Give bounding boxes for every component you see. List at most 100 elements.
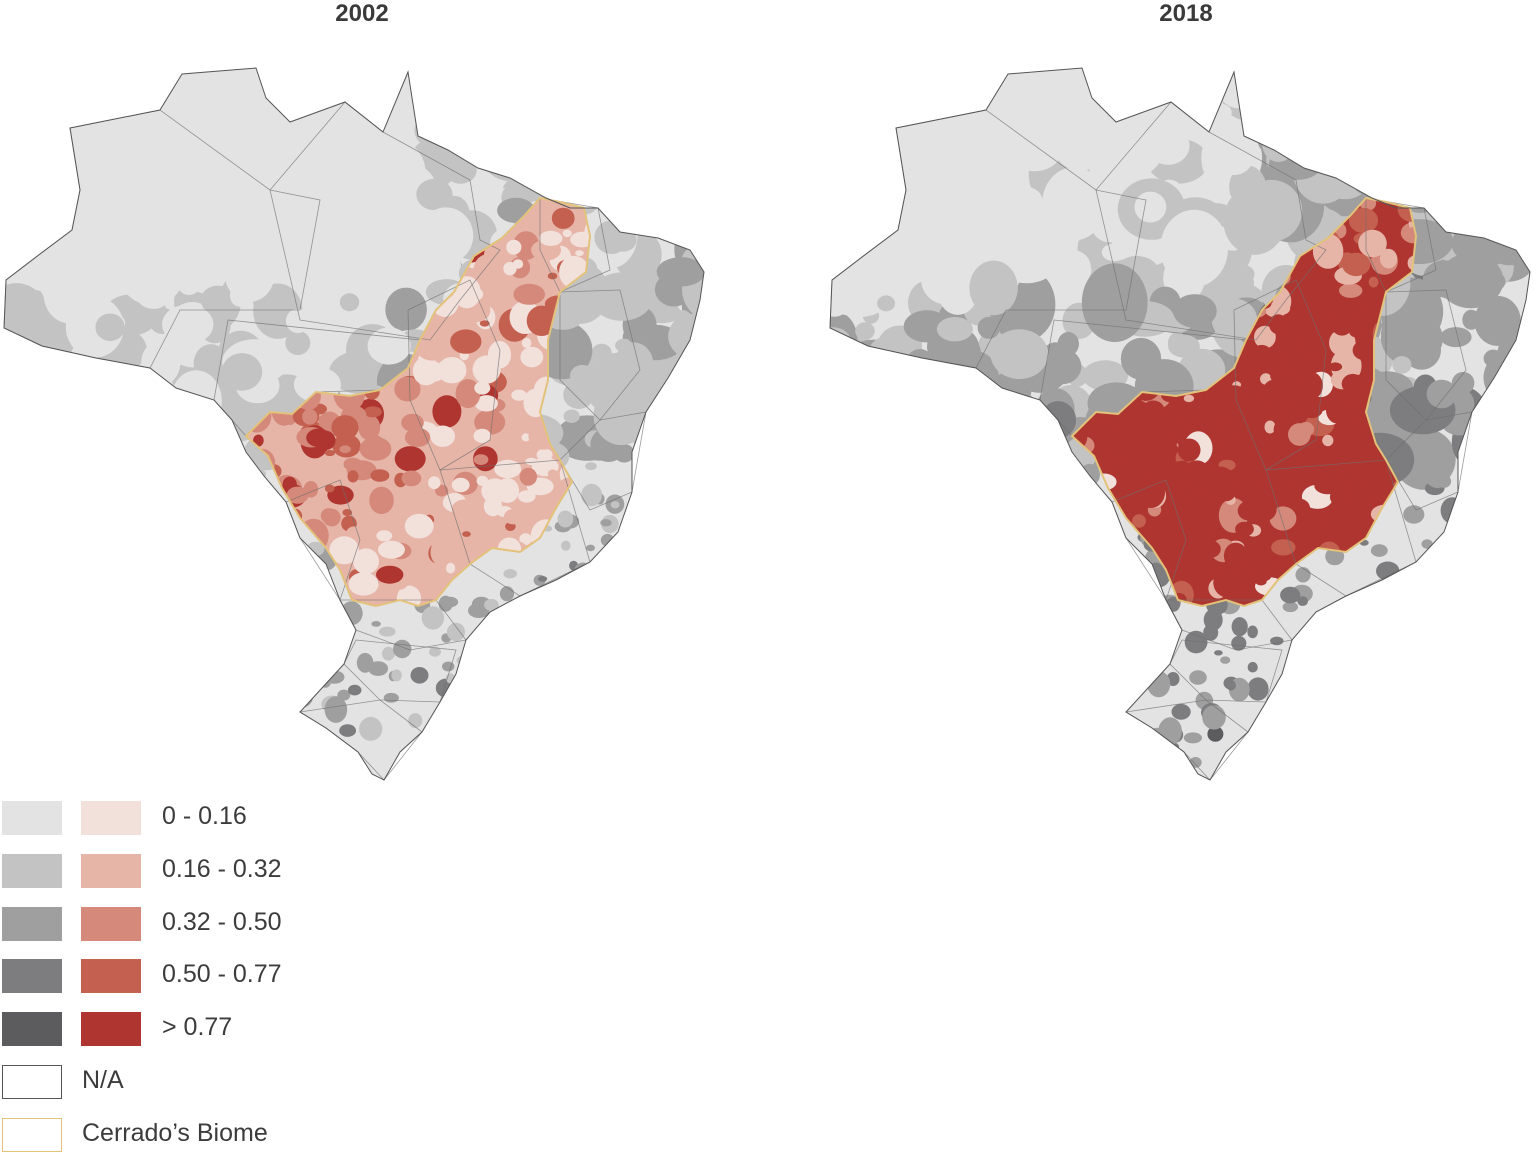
municipality: [579, 636, 594, 652]
municipality: [830, 203, 877, 246]
municipality: [668, 697, 679, 707]
municipality: [1500, 726, 1515, 742]
legend-swatch-grey: [2, 854, 62, 888]
municipality: [1362, 594, 1383, 615]
municipality: [690, 383, 704, 408]
cerrado-municipality: [1352, 340, 1377, 361]
municipality: [1030, 469, 1054, 485]
municipality: [600, 703, 625, 720]
legend-swatch-red: [81, 959, 141, 993]
municipality: [645, 128, 704, 171]
municipality: [906, 349, 933, 374]
municipality: [36, 556, 47, 564]
municipality: [98, 579, 121, 602]
municipality: [330, 189, 348, 204]
municipality: [163, 513, 184, 529]
municipality: [959, 546, 971, 557]
municipality: [1184, 630, 1208, 654]
municipality: [418, 207, 474, 264]
municipality: [1069, 474, 1085, 484]
municipality: [478, 115, 496, 135]
municipality: [21, 186, 47, 205]
municipality: [1526, 555, 1530, 571]
cerrado-municipality: [258, 550, 285, 571]
municipality: [926, 592, 942, 609]
municipality: [974, 648, 998, 676]
municipality: [930, 68, 968, 70]
municipality: [4, 434, 34, 465]
municipality: [43, 678, 54, 687]
municipality: [1275, 105, 1312, 129]
municipality: [110, 580, 119, 589]
municipality: [183, 556, 207, 581]
municipality: [1452, 81, 1492, 124]
municipality: [320, 603, 341, 628]
municipality: [1068, 600, 1080, 612]
municipality: [171, 497, 190, 519]
municipality: [1112, 580, 1120, 588]
cerrado-municipality: [302, 409, 318, 425]
municipality: [126, 719, 145, 732]
cerrado-municipality: [1314, 477, 1342, 495]
cerrado-municipality: [1355, 452, 1386, 475]
municipality: [1051, 500, 1073, 518]
municipality: [140, 616, 155, 634]
municipality: [83, 472, 93, 481]
municipality: [1089, 68, 1139, 87]
municipality: [1464, 697, 1478, 707]
municipality: [861, 529, 875, 544]
cerrado-municipality: [518, 490, 536, 503]
legend-row-na: N/A: [0, 1062, 420, 1102]
municipality: [949, 713, 963, 722]
municipality: [913, 595, 924, 607]
municipality: [645, 547, 657, 558]
municipality: [1426, 379, 1457, 409]
municipality: [1440, 664, 1460, 680]
municipality: [1317, 87, 1357, 123]
municipality: [1297, 596, 1308, 606]
municipality: [1432, 750, 1442, 757]
cerrado-municipality: [1401, 600, 1416, 606]
municipality: [179, 598, 201, 617]
municipality: [233, 509, 254, 526]
cerrado-municipality: [1347, 497, 1357, 508]
cerrado-municipality: [1322, 434, 1334, 447]
municipality: [125, 455, 136, 466]
municipality: [663, 431, 704, 478]
municipality: [573, 94, 598, 118]
municipality: [877, 295, 896, 312]
cerrado-municipality: [1405, 226, 1416, 244]
municipality: [1438, 106, 1469, 131]
municipality: [323, 670, 345, 684]
municipality: [109, 767, 130, 780]
municipality: [1103, 508, 1112, 518]
cerrado-municipality: [1072, 586, 1083, 606]
municipality: [1433, 68, 1467, 97]
municipality: [1471, 120, 1530, 190]
cerrado-municipality: [401, 413, 424, 432]
municipality: [1511, 505, 1520, 513]
municipality: [175, 725, 192, 737]
municipality: [977, 556, 998, 569]
municipality: [180, 489, 195, 505]
cerrado-municipality: [1329, 306, 1355, 336]
cerrado-municipality: [331, 415, 359, 440]
municipality: [854, 600, 877, 621]
municipality: [1398, 705, 1417, 727]
cerrado-municipality: [1339, 283, 1363, 298]
municipality: [238, 551, 259, 573]
municipality: [668, 489, 688, 505]
cerrado-municipality: [1072, 544, 1076, 557]
municipality: [990, 329, 1049, 379]
municipality: [1007, 578, 1020, 589]
cerrado-municipality: [582, 582, 590, 604]
municipality: [76, 684, 97, 706]
cerrado-municipality: [1177, 438, 1201, 462]
cerrado-municipality: [1368, 612, 1385, 628]
municipality: [490, 106, 540, 162]
municipality: [5, 689, 19, 702]
cerrado-municipality: [1299, 371, 1323, 400]
municipality: [1386, 691, 1405, 709]
cerrado-municipality: [320, 508, 337, 524]
municipality: [1389, 752, 1412, 769]
